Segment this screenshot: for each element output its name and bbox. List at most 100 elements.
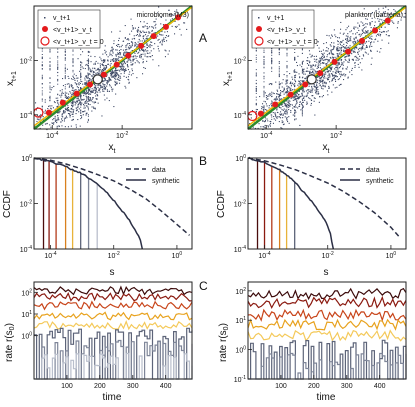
scatter-point: [295, 74, 297, 76]
scatter-point: [318, 101, 320, 103]
scatter-point: [311, 85, 313, 87]
scatter-point: [285, 81, 287, 83]
scatter-point: [322, 85, 324, 87]
scatter-point: [258, 123, 260, 125]
scatter-point: [57, 57, 59, 59]
scatter-point: [331, 73, 333, 75]
scatter-point: [356, 57, 358, 59]
scatter-point: [72, 100, 74, 102]
scatter-point: [61, 125, 63, 127]
scatter-point: [147, 50, 149, 52]
scatter-point: [341, 63, 343, 65]
scatter-point: [101, 86, 103, 88]
scatter-point: [348, 40, 350, 42]
scatter-point: [370, 63, 372, 65]
scatter-point: [114, 70, 116, 72]
scatter-point: [36, 121, 38, 123]
scatter-point: [324, 82, 326, 84]
scatter-point: [71, 94, 73, 96]
scatter-point: [97, 91, 99, 93]
scatter-point: [146, 36, 148, 38]
scatter-point: [285, 79, 287, 81]
scatter-point: [175, 26, 177, 28]
scatter-point: [88, 78, 90, 80]
scatter-point: [281, 82, 283, 84]
scatter-point: [120, 49, 122, 51]
scatter-point: [281, 120, 283, 122]
rate-series-line: [33, 285, 193, 296]
scatter-point: [41, 83, 43, 85]
scatter-point: [67, 96, 69, 98]
scatter-point: [85, 83, 87, 85]
scatter-point: [38, 115, 40, 117]
scatter-point: [296, 97, 298, 99]
rate-series-line: [33, 291, 192, 302]
scatter-point: [316, 83, 318, 85]
scatter-point: [75, 83, 77, 85]
scatter-point: [68, 109, 70, 111]
scatter-point: [362, 22, 364, 24]
scatter-point: [80, 61, 82, 63]
scatter-point: [81, 62, 83, 64]
scatter-point: [54, 119, 56, 121]
scatter-point: [271, 84, 273, 86]
scatter-point: [97, 72, 99, 74]
scatter-point: [87, 107, 89, 109]
scatter-point: [98, 70, 100, 72]
scatter-point: [98, 69, 100, 71]
scatter-point: [115, 58, 117, 60]
scatter-point: [61, 120, 63, 122]
scatter-point: [51, 105, 53, 107]
scatter-point: [309, 72, 311, 74]
scatter-point: [151, 26, 153, 28]
scatter-point: [269, 125, 271, 127]
scatter-point: [94, 107, 96, 109]
scatter-point: [80, 103, 82, 105]
scatter-point: [294, 115, 296, 117]
scatter-point: [363, 32, 365, 34]
scatter-point: [72, 92, 74, 94]
scatter-point: [89, 73, 91, 75]
scatter-point: [72, 49, 74, 51]
x-tick-label: 100: [386, 251, 397, 260]
scatter-point: [341, 41, 343, 43]
scatter-point: [134, 55, 136, 57]
scatter-point: [314, 61, 316, 63]
scatter-point: [281, 122, 283, 124]
scatter-point: [255, 86, 257, 87]
scatter-point: [132, 42, 134, 44]
scatter-point: [323, 56, 325, 58]
scatter-point: [140, 55, 142, 57]
scatter-point: [264, 124, 266, 126]
scatter-point: [67, 113, 69, 115]
scatter-point: [140, 31, 142, 33]
scatter-point: [61, 94, 63, 96]
scatter-point: [129, 58, 131, 60]
scatter-point: [44, 99, 46, 101]
scatter-point: [94, 63, 96, 65]
scatter-point: [90, 79, 92, 81]
scatter-point: [49, 64, 51, 66]
scatter-point: [339, 52, 341, 54]
scatter-point: [269, 92, 271, 94]
scatter-point: [120, 46, 122, 48]
scatter-point: [312, 71, 314, 73]
scatter-point: [53, 85, 55, 87]
scatter-point: [71, 89, 73, 91]
scatter-point: [292, 114, 294, 116]
rate-series-line: [33, 311, 193, 321]
scatter-point: [278, 75, 280, 77]
scatter-point: [318, 61, 320, 63]
scatter-point: [378, 8, 380, 10]
scatter-point: [86, 83, 88, 85]
scatter-point: [63, 120, 65, 122]
scatter-point: [36, 118, 38, 120]
scatter-point: [323, 52, 325, 54]
scatter-point: [131, 50, 133, 52]
y-tick-label: 10-4: [234, 245, 246, 254]
scatter-point: [324, 75, 326, 77]
scatter-point: [344, 75, 346, 77]
scatter-point: [106, 74, 108, 76]
scatter-point: [57, 99, 59, 101]
scatter-point: [331, 42, 333, 44]
